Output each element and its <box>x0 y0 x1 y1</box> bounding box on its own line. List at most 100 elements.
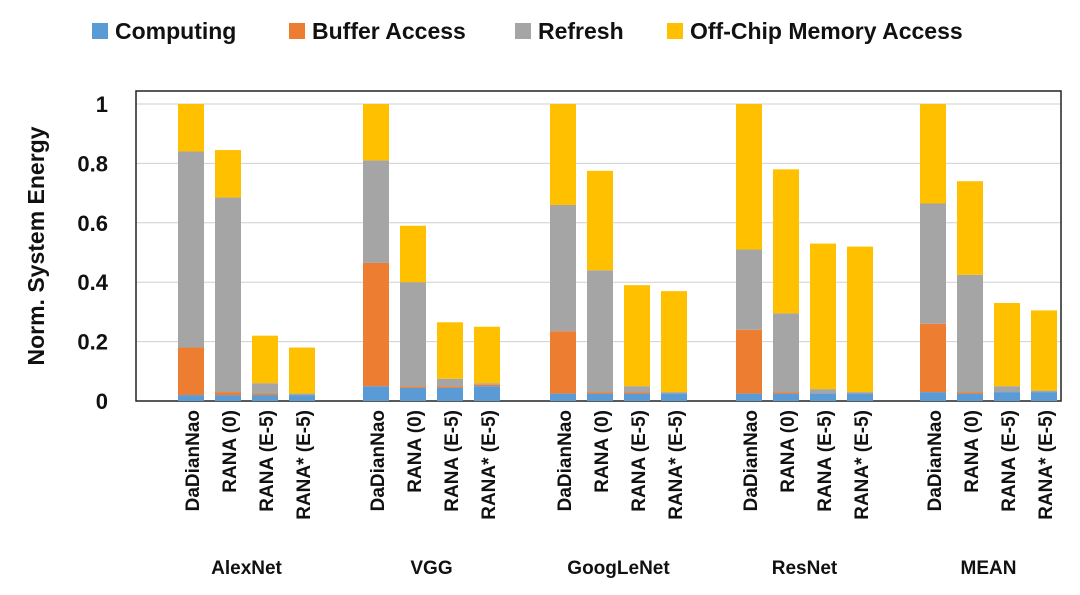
x-tick-label: RANA (E-5) <box>257 410 278 512</box>
bar-segment-buffer-access <box>437 386 463 388</box>
bar-segment-off-chip-memory-access <box>400 225 426 283</box>
bar-segment-buffer-access <box>957 392 983 394</box>
bar-segment-buffer-access <box>773 392 799 394</box>
bar-segment-off-chip-memory-access <box>474 326 500 384</box>
bar-segment-buffer-access <box>178 347 204 396</box>
bar-segment-buffer-access <box>363 262 389 387</box>
legend-swatch <box>289 23 305 39</box>
bar-segment-off-chip-memory-access <box>1031 310 1057 391</box>
legend-swatch <box>92 23 108 39</box>
x-tick-label: RANA* (E-5) <box>852 410 873 520</box>
y-tick-label: 0 <box>96 389 108 414</box>
y-axis-label: Norm. System Energy <box>23 126 49 365</box>
bar-segment-off-chip-memory-access <box>437 322 463 379</box>
bar-segment-computing <box>178 395 204 401</box>
group-labels: AlexNet VGG GoogLeNet ResNet MEAN <box>211 558 1016 579</box>
bar-segment-computing <box>363 386 389 401</box>
x-tick-label: DaDianNao <box>741 410 762 511</box>
bar-segment-refresh <box>400 282 426 387</box>
bar-segment-computing <box>289 395 315 401</box>
bar-segment-refresh <box>847 392 873 394</box>
bar-segment-buffer-access <box>474 384 500 387</box>
legend-label: Off-Chip Memory Access <box>690 18 963 44</box>
bar-segment-buffer-access <box>920 323 946 393</box>
legend-swatch <box>667 23 683 39</box>
bar-segment-off-chip-memory-access <box>810 243 836 390</box>
bar-segment-computing <box>994 392 1020 401</box>
bar-segment-off-chip-memory-access <box>773 169 799 314</box>
x-axis-labels: DaDianNao RANA (0) RANA (E-5) RANA* (E-5) Da… <box>183 410 1057 520</box>
bar-segment-off-chip-memory-access <box>252 335 278 384</box>
bar-segment-refresh <box>810 389 836 394</box>
bar-segment-off-chip-memory-access <box>994 302 1020 387</box>
x-tick-label: RANA* (E-5) <box>1036 410 1057 520</box>
group-label: VGG <box>410 558 452 579</box>
group-label: AlexNet <box>211 558 282 579</box>
bar-segment-refresh <box>437 378 463 387</box>
bar-segment-off-chip-memory-access <box>736 104 762 250</box>
bar-segment-computing <box>661 393 687 401</box>
x-tick-label: DaDianNao <box>925 410 946 511</box>
x-tick-label: RANA* (E-5) <box>294 410 315 520</box>
group-label: GoogLeNet <box>567 558 670 579</box>
x-tick-label: RANA (0) <box>592 410 613 493</box>
legend-label: Buffer Access <box>312 18 466 44</box>
bar-segment-computing <box>252 395 278 401</box>
bar-segment-refresh <box>363 160 389 263</box>
bar-segment-refresh <box>773 313 799 393</box>
bar-segment-computing <box>437 387 463 401</box>
x-tick-label: RANA (E-5) <box>815 410 836 512</box>
x-tick-label: DaDianNao <box>183 410 204 511</box>
bar-segment-computing <box>847 393 873 401</box>
bar-segment-off-chip-memory-access <box>957 181 983 275</box>
x-tick-label: RANA (0) <box>405 410 426 493</box>
bar-segment-off-chip-memory-access <box>920 104 946 204</box>
bar-segment-refresh <box>587 270 613 393</box>
bar-segment-buffer-access <box>400 386 426 388</box>
x-tick-label: RANA (0) <box>220 410 241 493</box>
bar-segment-off-chip-memory-access <box>550 104 576 205</box>
x-tick-label: RANA (E-5) <box>629 410 650 512</box>
bar-segment-off-chip-memory-access <box>289 347 315 394</box>
y-tick-label: 0.2 <box>77 330 108 355</box>
bar-segment-computing <box>400 387 426 401</box>
y-tick-label: 1 <box>96 92 108 117</box>
bar-segment-refresh <box>178 151 204 348</box>
bar-segment-computing <box>474 386 500 401</box>
bar-segment-off-chip-memory-access <box>624 285 650 387</box>
bar-segment-refresh <box>1031 390 1057 393</box>
bar-segment-off-chip-memory-access <box>215 150 241 198</box>
bar-segment-refresh <box>661 392 687 394</box>
bar-segment-computing <box>624 393 650 401</box>
y-tick-label: 0.6 <box>77 211 108 236</box>
bar-segment-buffer-access <box>550 331 576 394</box>
bar-segment-refresh <box>736 249 762 330</box>
bar-segment-refresh <box>957 274 983 393</box>
bar-segment-refresh <box>215 197 241 393</box>
x-tick-label: RANA (E-5) <box>999 410 1020 512</box>
bar-segment-computing <box>920 392 946 401</box>
bar-segment-buffer-access <box>736 329 762 394</box>
bar-segment-computing <box>957 393 983 401</box>
x-tick-label: RANA (E-5) <box>442 410 463 512</box>
group-label: MEAN <box>961 558 1017 579</box>
y-tick-label: 0.8 <box>77 151 108 176</box>
x-tick-label: RANA* (E-5) <box>666 410 687 520</box>
x-tick-label: RANA (0) <box>778 410 799 493</box>
x-tick-label: RANA* (E-5) <box>479 410 500 520</box>
group-label: ResNet <box>772 558 838 579</box>
x-tick-label: DaDianNao <box>368 410 389 511</box>
bars <box>178 104 1057 401</box>
bar-segment-computing <box>736 393 762 401</box>
bar-segment-computing <box>1031 392 1057 401</box>
legend: Computing Buffer Access Refresh Off-Chip Me… <box>92 18 963 44</box>
bar-segment-computing <box>773 393 799 401</box>
legend-label: Refresh <box>538 18 624 44</box>
bar-segment-refresh <box>474 383 500 385</box>
x-tick-label: RANA (0) <box>962 410 983 493</box>
x-tick-label: DaDianNao <box>555 410 576 511</box>
bar-segment-refresh <box>624 386 650 393</box>
bar-segment-off-chip-memory-access <box>363 104 389 161</box>
bar-segment-off-chip-memory-access <box>587 170 613 271</box>
bar-segment-off-chip-memory-access <box>178 104 204 152</box>
